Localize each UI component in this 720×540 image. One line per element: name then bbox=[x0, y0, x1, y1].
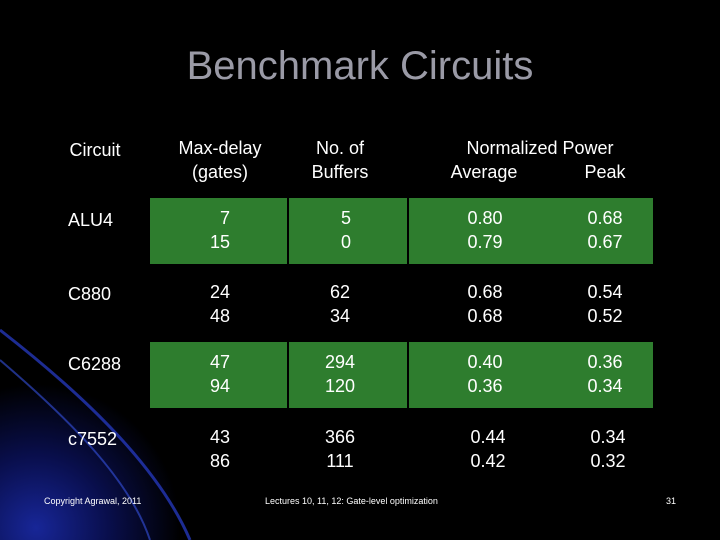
average-value-2: 0.42 bbox=[470, 451, 506, 471]
average-cell: 0.40 0.36 bbox=[445, 350, 525, 398]
header-max-delay: Max-delay (gates) bbox=[160, 136, 280, 184]
peak-value-2: 0.34 bbox=[587, 376, 623, 396]
average-cell: 0.68 0.68 bbox=[445, 280, 525, 328]
row-label-c880: C880 bbox=[68, 284, 112, 304]
peak-cell: 0.68 0.67 bbox=[565, 206, 645, 254]
delay-value-2: 94 bbox=[209, 376, 231, 396]
delay-value-2: 15 bbox=[209, 232, 231, 252]
average-value-1: 0.80 bbox=[467, 208, 503, 228]
header-max-delay-line1: Max-delay bbox=[178, 138, 262, 158]
row-label-alu4: ALU4 bbox=[68, 210, 114, 230]
average-cell: 0.44 0.42 bbox=[448, 425, 528, 473]
delay-value-2: 86 bbox=[209, 451, 231, 471]
delay-value-1: 47 bbox=[209, 352, 231, 372]
header-buffers-line1: No. of bbox=[315, 138, 365, 158]
buffers-value-2: 34 bbox=[329, 306, 351, 326]
average-value-2: 0.79 bbox=[467, 232, 503, 252]
peak-cell: 0.54 0.52 bbox=[565, 280, 645, 328]
footer-lecture: Lectures 10, 11, 12: Gate-level optimiza… bbox=[265, 496, 438, 506]
delay-cell: 7 15 bbox=[180, 206, 260, 254]
buffers-value-1: 366 bbox=[324, 427, 356, 447]
header-max-delay-line2: (gates) bbox=[191, 162, 249, 182]
buffers-value-2: 120 bbox=[324, 376, 356, 396]
average-value-2: 0.68 bbox=[467, 306, 503, 326]
header-normalized-power: Normalized Power bbox=[466, 138, 614, 158]
average-value-1: 0.68 bbox=[467, 282, 503, 302]
peak-value-1: 0.68 bbox=[587, 208, 623, 228]
buffers-cell: 294 120 bbox=[300, 350, 380, 398]
peak-value-2: 0.32 bbox=[590, 451, 626, 471]
delay-cell: 24 48 bbox=[180, 280, 260, 328]
row-band-c6288 bbox=[150, 342, 653, 408]
band-separator bbox=[287, 198, 289, 264]
delay-cell: 47 94 bbox=[180, 350, 260, 398]
header-buffers-line2: Buffers bbox=[311, 162, 369, 182]
buffers-value-1: 294 bbox=[324, 352, 356, 372]
delay-value-1: 24 bbox=[209, 282, 231, 302]
buffers-cell: 366 111 bbox=[300, 425, 380, 473]
band-separator bbox=[407, 342, 409, 408]
slide-title: Benchmark Circuits bbox=[186, 44, 534, 88]
buffers-cell: 5 0 bbox=[306, 206, 386, 254]
delay-cell: 43 86 bbox=[180, 425, 260, 473]
delay-value-2: 48 bbox=[209, 306, 231, 326]
row-label-c7552: c7552 bbox=[68, 429, 118, 449]
buffers-value-2: 0 bbox=[340, 232, 351, 252]
average-value-1: 0.44 bbox=[470, 427, 506, 447]
buffers-value-1: 62 bbox=[329, 282, 351, 302]
footer-page-number: 31 bbox=[666, 496, 677, 506]
average-value-2: 0.36 bbox=[467, 376, 503, 396]
buffers-cell: 62 34 bbox=[300, 280, 380, 328]
buffers-value-1: 5 bbox=[340, 208, 351, 228]
peak-cell: 0.36 0.34 bbox=[565, 350, 645, 398]
average-cell: 0.80 0.79 bbox=[445, 206, 525, 254]
header-circuit: Circuit bbox=[69, 140, 121, 160]
peak-value-1: 0.34 bbox=[590, 427, 626, 447]
buffers-value-2: 111 bbox=[326, 451, 354, 471]
peak-value-1: 0.54 bbox=[587, 282, 623, 302]
header-buffers: No. of Buffers bbox=[290, 136, 390, 184]
header-average: Average bbox=[450, 162, 518, 182]
delay-value-1: 7 bbox=[219, 208, 230, 228]
delay-value-1: 43 bbox=[209, 427, 231, 447]
average-value-1: 0.40 bbox=[467, 352, 503, 372]
peak-value-2: 0.52 bbox=[587, 306, 623, 326]
peak-cell: 0.34 0.32 bbox=[568, 425, 648, 473]
header-peak: Peak bbox=[584, 162, 626, 182]
band-separator bbox=[407, 198, 409, 264]
footer-copyright: Copyright Agrawal, 2011 bbox=[44, 496, 142, 506]
row-band-alu4 bbox=[150, 198, 653, 264]
band-separator bbox=[287, 342, 289, 408]
peak-value-1: 0.36 bbox=[587, 352, 623, 372]
peak-value-2: 0.67 bbox=[587, 232, 623, 252]
row-label-c6288: C6288 bbox=[68, 354, 122, 374]
